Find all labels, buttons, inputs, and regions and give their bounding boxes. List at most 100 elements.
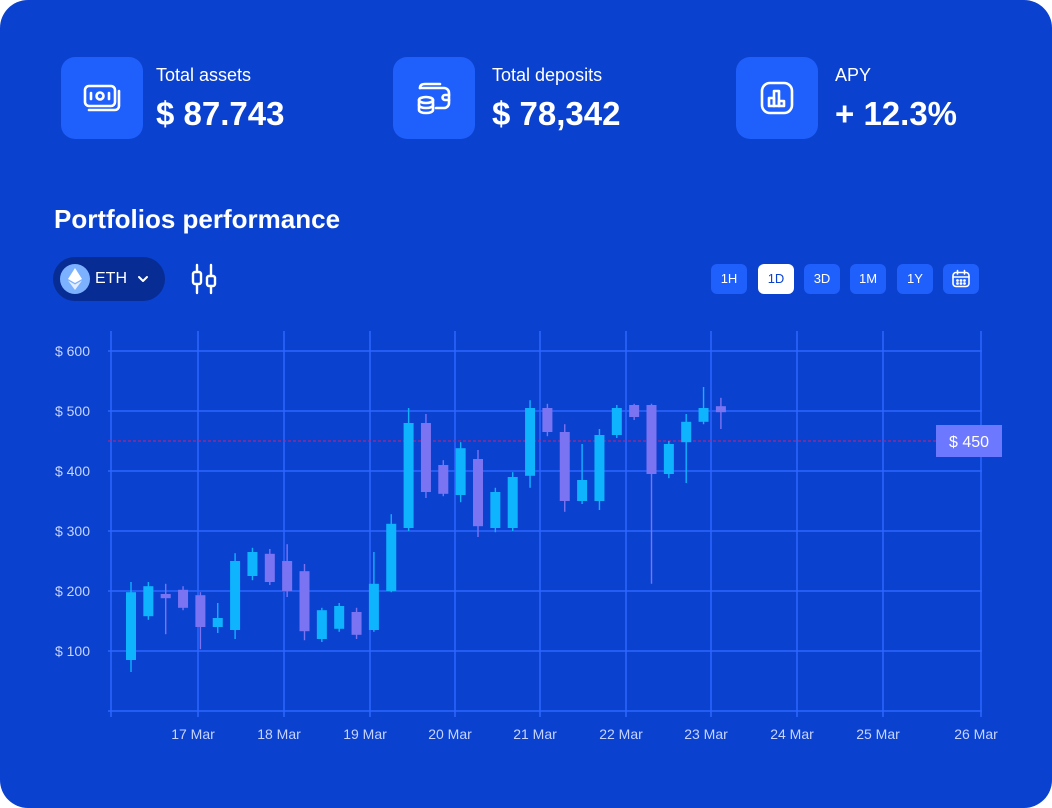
tab-1h[interactable]: 1H <box>711 264 747 294</box>
candle <box>455 442 466 503</box>
candlestick-icon[interactable] <box>188 263 220 295</box>
chevron-down-icon <box>138 276 148 282</box>
stat-label: Total assets <box>156 65 252 85</box>
y-axis: $ 100 $ 200 $ 300 $ 400 $ 500 $ 600 <box>55 343 90 659</box>
candle-body <box>507 477 518 528</box>
candle-body <box>386 523 397 591</box>
section-title: Portfolios performance <box>54 204 341 234</box>
y-tick-label: $ 400 <box>55 463 90 479</box>
candle <box>646 403 657 584</box>
candle-body <box>594 435 605 501</box>
y-tick-label: $ 600 <box>55 343 90 359</box>
candle-body <box>368 583 379 630</box>
stat-label: Total deposits <box>492 65 603 85</box>
calendar-button[interactable] <box>943 264 979 294</box>
candle <box>247 547 258 581</box>
candle <box>715 397 726 429</box>
stat-value: $ 78,342 <box>492 95 621 132</box>
candle-body <box>577 480 588 501</box>
current-price-label: $ 450 <box>949 434 989 451</box>
candle-body <box>681 421 692 443</box>
candle <box>420 414 431 498</box>
candle <box>542 403 553 437</box>
candle-body <box>698 408 709 422</box>
candle <box>611 405 622 438</box>
candle <box>681 414 692 483</box>
y-tick-label: $ 500 <box>55 403 90 419</box>
candle-body <box>646 405 657 474</box>
candle <box>577 444 588 504</box>
candle <box>160 583 171 635</box>
candle <box>490 487 501 533</box>
candle-body <box>334 606 345 629</box>
candle <box>282 544 293 597</box>
x-tick-label: 18 Mar <box>257 726 301 742</box>
candle-body <box>490 492 501 528</box>
stat-value: $ 87.743 <box>156 95 285 132</box>
candle-body <box>195 595 206 627</box>
candle <box>351 607 362 639</box>
tab-1y[interactable]: 1Y <box>897 264 933 294</box>
ethereum-icon <box>60 264 90 294</box>
wallet-coins-icon <box>417 82 451 115</box>
candle <box>403 408 414 531</box>
candle-body <box>525 408 536 476</box>
current-price-badge <box>936 425 1002 457</box>
asset-selector-label: ETH <box>95 270 127 287</box>
candles <box>126 387 726 672</box>
candle <box>143 582 154 620</box>
candle <box>663 441 674 479</box>
candle-body <box>126 592 136 660</box>
candle <box>698 387 709 425</box>
stat-label: APY <box>835 65 872 85</box>
current-price-label-group: $ 450 <box>936 425 1002 457</box>
candle-body <box>559 432 570 501</box>
stat-icon-box <box>393 57 475 139</box>
candle-body <box>611 408 622 435</box>
candle <box>316 607 327 642</box>
candle-body <box>438 465 449 494</box>
x-tick-label: 26 Mar <box>954 726 998 742</box>
tab-3d[interactable]: 3D <box>804 264 840 294</box>
candle-body <box>230 561 241 630</box>
candle <box>473 450 483 537</box>
candle-body <box>351 612 362 635</box>
stat-value: + 12.3% <box>835 95 958 132</box>
candle <box>230 553 241 639</box>
candle-body <box>247 552 258 576</box>
cash-icon <box>83 84 121 112</box>
tab-1d[interactable]: 1D <box>758 264 794 294</box>
x-tick-label: 17 Mar <box>171 726 215 742</box>
candle <box>525 400 536 488</box>
x-tick-label: 21 Mar <box>513 726 557 742</box>
x-tick-label: 22 Mar <box>599 726 643 742</box>
candle-body <box>663 444 674 474</box>
y-tick-label: $ 300 <box>55 523 90 539</box>
candle <box>334 603 345 632</box>
x-tick-label: 19 Mar <box>343 726 387 742</box>
candle-body <box>316 610 327 639</box>
bar-chart-icon <box>760 81 794 115</box>
candle <box>559 424 570 512</box>
candle-body <box>542 408 553 432</box>
candle-body <box>455 448 466 495</box>
tab-1m[interactable]: 1M <box>850 264 886 294</box>
candle <box>507 472 518 531</box>
chart-grid <box>108 331 982 717</box>
candle <box>594 429 605 510</box>
x-axis: 17 Mar 18 Mar 19 Mar 20 Mar 21 Mar 22 Mar 23 M… <box>171 726 998 742</box>
x-tick-label: 23 Mar <box>684 726 728 742</box>
y-tick-label: $ 100 <box>55 643 90 659</box>
candle <box>299 564 310 641</box>
calendar-icon <box>952 269 970 288</box>
candle-body <box>473 459 483 527</box>
stat-icon-box <box>736 57 818 139</box>
candle <box>212 603 223 633</box>
asset-selector[interactable]: ETH <box>53 257 165 301</box>
candle-body <box>629 405 640 417</box>
x-tick-label: 24 Mar <box>770 726 814 742</box>
candle <box>438 460 449 497</box>
stat-icon-box <box>61 57 143 139</box>
candle-body <box>178 589 189 608</box>
candle <box>178 586 189 611</box>
